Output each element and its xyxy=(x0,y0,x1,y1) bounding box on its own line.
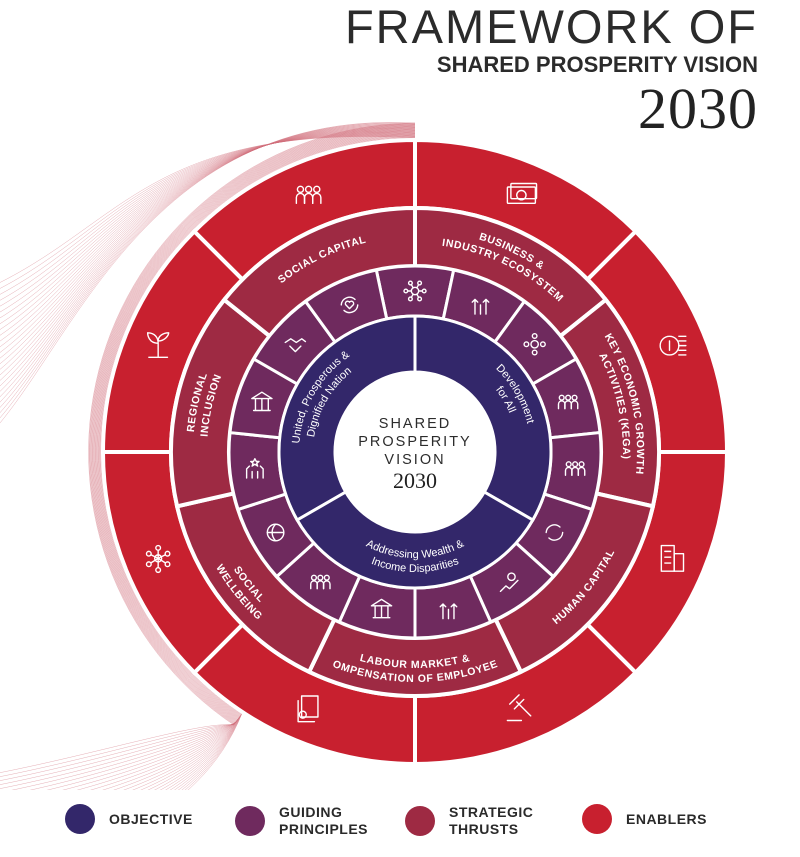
heart-cycle-icon xyxy=(340,296,359,314)
swirl-line xyxy=(0,132,416,790)
title-line-1: FRAMEWORK OF xyxy=(344,0,758,53)
growth-coin-icon xyxy=(499,572,519,593)
swirl-line xyxy=(0,128,416,790)
swirl-line xyxy=(0,133,416,790)
swirl-line xyxy=(0,126,416,790)
legend-label-line: PRINCIPLES xyxy=(279,821,369,837)
cycle-icon xyxy=(545,524,564,541)
paths-icon xyxy=(439,603,458,620)
objectives-ring: United, Prosperous &Dignified Nation Deve… xyxy=(277,314,553,590)
enablers-ring xyxy=(100,137,730,767)
legend-swatch xyxy=(65,804,95,834)
network-tree-icon xyxy=(145,544,171,574)
center-text-prosperity: PROSPERITY xyxy=(358,434,471,450)
handshake-icon xyxy=(284,338,307,353)
building-icon xyxy=(660,544,685,572)
center-circle: SHARED PROSPERITY VISION 2030 xyxy=(335,372,495,532)
hands-star-icon xyxy=(245,458,264,479)
legend-item: OBJECTIVE xyxy=(65,804,193,834)
swirl-line xyxy=(0,130,416,790)
swirl-line xyxy=(0,126,416,790)
legend-item: ENABLERS xyxy=(582,804,707,834)
legend-label: GUIDING PRINCIPLES xyxy=(279,804,368,838)
swirl-line xyxy=(0,129,416,790)
swirl-line xyxy=(0,131,416,790)
institution-icon xyxy=(251,391,273,412)
swirl-line xyxy=(0,125,416,790)
center-year: 2030 xyxy=(393,468,437,493)
swirl-line xyxy=(0,134,416,790)
globe-icon xyxy=(266,523,285,542)
legend-item: STRATEGIC THRUSTS xyxy=(405,804,533,838)
coins-stack-icon xyxy=(659,335,687,356)
coins-network-icon xyxy=(523,333,546,356)
swirl-line xyxy=(0,122,416,773)
swirl-line xyxy=(0,127,416,790)
guiding-principles-ring xyxy=(227,264,603,640)
guiding-principle-segment xyxy=(374,264,456,321)
gavel-icon xyxy=(506,694,532,722)
swirl-line xyxy=(0,133,416,790)
swirl-line xyxy=(0,131,416,790)
legend-swatch xyxy=(235,806,265,836)
people-network-icon xyxy=(557,394,579,410)
title-block: FRAMEWORK OF SHARED PROSPERITY VISION 20… xyxy=(345,2,758,140)
group-icon xyxy=(310,574,331,590)
legend-label-line: THRUSTS xyxy=(449,821,519,837)
network-icon xyxy=(403,280,427,302)
documents-icon xyxy=(297,695,319,723)
legend-item: GUIDING PRINCIPLES xyxy=(235,804,368,838)
legend-label-line: OBJECTIVE xyxy=(109,810,193,827)
legend-label: OBJECTIVE xyxy=(109,811,193,828)
center-text-vision: VISION xyxy=(384,452,445,468)
swirl-line xyxy=(0,127,416,790)
legend-label-line: GUIDING xyxy=(279,804,343,820)
legend-swatch xyxy=(405,806,435,836)
people-icon xyxy=(295,185,322,205)
title-year: 2030 xyxy=(638,76,758,141)
center-text-shared: SHARED xyxy=(379,416,451,432)
legend-label: STRATEGIC THRUSTS xyxy=(449,804,533,838)
legend-label-line: ENABLERS xyxy=(626,810,708,827)
community-icon xyxy=(564,461,586,476)
title-line-2: SHARED PROSPERITY VISION xyxy=(436,52,758,77)
swirl-line xyxy=(0,130,416,790)
arrows-icon xyxy=(471,298,490,315)
legend: OBJECTIVE GUIDING PRINCIPLES STRATEGIC THRUS… xyxy=(0,790,800,850)
legend-swatch xyxy=(582,804,612,834)
plant-icon xyxy=(146,332,170,358)
school-icon xyxy=(370,598,393,619)
legend-label-line: STRATEGIC xyxy=(449,804,534,820)
swirl-line xyxy=(0,129,416,790)
money-icon xyxy=(506,182,538,205)
legend-label: ENABLERS xyxy=(626,811,707,828)
